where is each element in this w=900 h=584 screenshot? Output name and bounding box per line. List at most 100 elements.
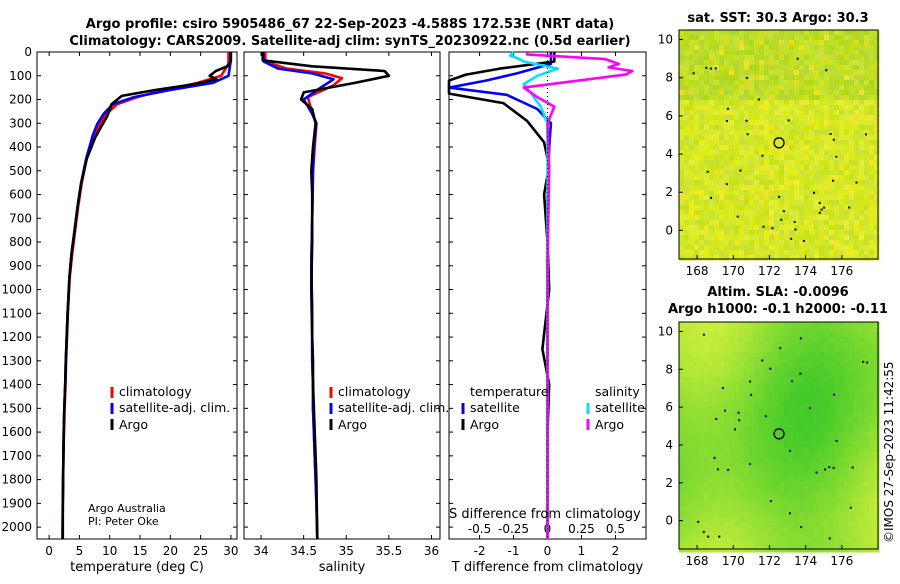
sst_map-cell [859, 245, 865, 251]
sst_map-cell [824, 115, 830, 121]
sla_map-cell [864, 507, 870, 513]
sst_map-cell [709, 100, 715, 106]
sla_map-cell [844, 422, 850, 428]
sla_map-cell [764, 387, 770, 393]
sla_map-cell [824, 327, 830, 333]
sla_map-cell [874, 377, 880, 383]
sst_map-coast-dot [864, 133, 867, 136]
sst_map-cell [789, 150, 795, 156]
sst_map-cell [704, 75, 710, 81]
sla_map-cell [799, 412, 805, 418]
sst_map-cell [864, 155, 870, 161]
sst_map-cell [714, 45, 720, 51]
sst_map-cell [874, 225, 880, 231]
sst_map-cell [719, 90, 725, 96]
sst_map-cell [874, 70, 880, 76]
sst_map-cell [679, 50, 685, 56]
sst_map-cell [789, 100, 795, 106]
sst_map-cell [724, 170, 730, 176]
sst_map-cell [819, 70, 825, 76]
sst_map-cell [734, 95, 740, 101]
sst_map-cell [689, 80, 695, 86]
sla_map-cell [734, 472, 740, 478]
sst_map-cell [864, 170, 870, 176]
sst_map-cell [844, 95, 850, 101]
sst_map-cell [724, 230, 730, 236]
sla_map-cell [874, 447, 880, 453]
sst_map-cell [769, 155, 775, 161]
sla_map-cell [759, 347, 765, 353]
sla_map-cell [774, 487, 780, 493]
sst_map-cell [794, 185, 800, 191]
sla_map-coast-dot [824, 468, 827, 471]
sla-map-title-line1: Altim. SLA: -0.0096 [707, 285, 848, 300]
sst_map-ytick-label: 0 [665, 223, 673, 237]
sla_map-cell [769, 437, 775, 443]
sst_map-cell [834, 110, 840, 116]
sst_map-cell [694, 215, 700, 221]
sla_map-cell [699, 342, 705, 348]
sla_map-cell [774, 412, 780, 418]
sst_map-cell [754, 210, 760, 216]
sla_map-cell [834, 512, 840, 518]
sst_map-cell [864, 115, 870, 121]
sla_map-coast-dot [764, 415, 767, 418]
sst_map-cell [794, 65, 800, 71]
sst_map-cell [789, 255, 795, 261]
sst_map-cell [834, 200, 840, 206]
sst_map-cell [709, 220, 715, 226]
sla_map-cell [754, 387, 760, 393]
sst_map-cell [779, 100, 785, 106]
sla_map-cell [869, 472, 875, 478]
sla_map-cell [704, 392, 710, 398]
sst_map-cell [779, 55, 785, 61]
sst_map-cell [754, 255, 760, 261]
sst_map-cell [684, 75, 690, 81]
sst_map-cell [794, 105, 800, 111]
sst_map-cell [829, 60, 835, 66]
sst_map-cell [724, 70, 730, 76]
sst_map-cell [854, 120, 860, 126]
sst_map-cell [704, 240, 710, 246]
sst_map-cell [699, 240, 705, 246]
sla_map-cell [834, 477, 840, 483]
sla_map-cell [679, 377, 685, 383]
sla_map-cell [829, 467, 835, 473]
sst_map-cell [814, 95, 820, 101]
sla_map-cell [704, 347, 710, 353]
sst_map-cell [694, 45, 700, 51]
sla_map-cell [724, 537, 730, 543]
sla_map-cell [694, 372, 700, 378]
sla_map-cell [804, 487, 810, 493]
sla_map-cell [704, 497, 710, 503]
sla_map-cell [799, 502, 805, 508]
sst_map-cell [764, 130, 770, 136]
sla_map-cell [734, 327, 740, 333]
sla_map-cell [694, 397, 700, 403]
sla_map-cell [704, 377, 710, 383]
sla_map-cell [814, 342, 820, 348]
sla_map-cell [864, 432, 870, 438]
sst_map-cell [739, 125, 745, 131]
sla_map-cell [774, 477, 780, 483]
sst_map-cell [864, 90, 870, 96]
sla_map-cell [754, 437, 760, 443]
sst_map-cell [789, 220, 795, 226]
sst_map-cell [834, 30, 840, 36]
sla_map-cell [724, 462, 730, 468]
sla_map-cell [859, 432, 865, 438]
sla_map-cell [749, 507, 755, 513]
sst_map-cell [779, 115, 785, 121]
sst_map-cell [869, 200, 875, 206]
sla_map-coast-dot [789, 449, 792, 452]
sst_map-cell [769, 95, 775, 101]
sst_map-cell [759, 215, 765, 221]
sst_map-cell [694, 120, 700, 126]
sst_map-cell [854, 215, 860, 221]
sla_map-cell [744, 447, 750, 453]
sla_map-cell [869, 482, 875, 488]
sst_map-cell [699, 35, 705, 41]
sst_map-coast-dot [706, 170, 709, 173]
sla_map-cell [834, 442, 840, 448]
sst_map-cell [809, 240, 815, 246]
